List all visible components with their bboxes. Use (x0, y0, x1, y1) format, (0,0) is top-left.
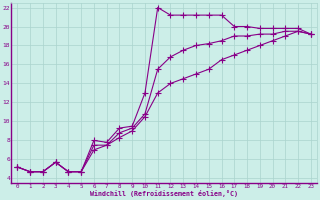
X-axis label: Windchill (Refroidissement éolien,°C): Windchill (Refroidissement éolien,°C) (90, 190, 238, 197)
